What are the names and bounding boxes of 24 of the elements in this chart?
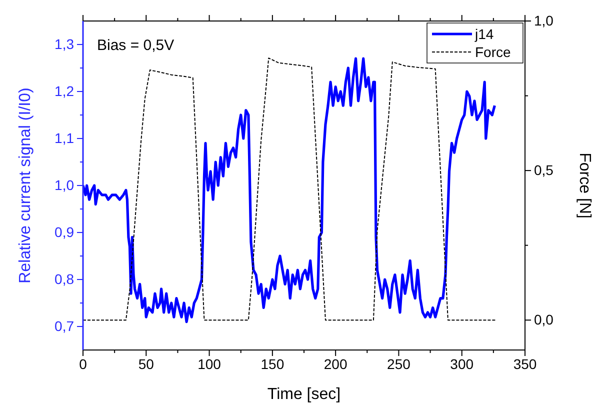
y-tick-label: 0,8 (54, 270, 74, 287)
y2-tick-label: 0,0 (534, 312, 554, 328)
legend-label: Force (475, 44, 511, 60)
x-axis-title: Time [sec] (267, 386, 341, 403)
x-tick-label: 100 (198, 356, 222, 372)
x-tick-label: 200 (324, 356, 348, 372)
y2-tick-label: 0,5 (534, 162, 554, 178)
y-tick-label: 0,7 (54, 318, 74, 334)
y-tick-label: 1,1 (54, 130, 74, 146)
y2-axis-title: Force [N] (576, 152, 593, 218)
x-tick-label: 300 (450, 356, 474, 372)
x-tick-label: 50 (138, 356, 154, 372)
y-axis-title: Relative current signal (I/I0) (17, 88, 34, 284)
y-tick-label: 0,9 (54, 224, 74, 240)
y-tick-label: 1,0 (54, 176, 74, 193)
annotation: Bias = 0,5V (97, 37, 174, 54)
y2-tick-label: 1,0 (534, 12, 554, 28)
x-tick-label: 250 (387, 356, 411, 372)
y-tick-label: 1,2 (54, 82, 74, 99)
x-tick-label: 150 (260, 356, 284, 372)
x-tick-label: 0 (79, 356, 88, 372)
legend-label: j14 (474, 26, 494, 42)
y-tick-label: 1,3 (54, 36, 74, 52)
x-tick-label: 350 (513, 356, 537, 372)
